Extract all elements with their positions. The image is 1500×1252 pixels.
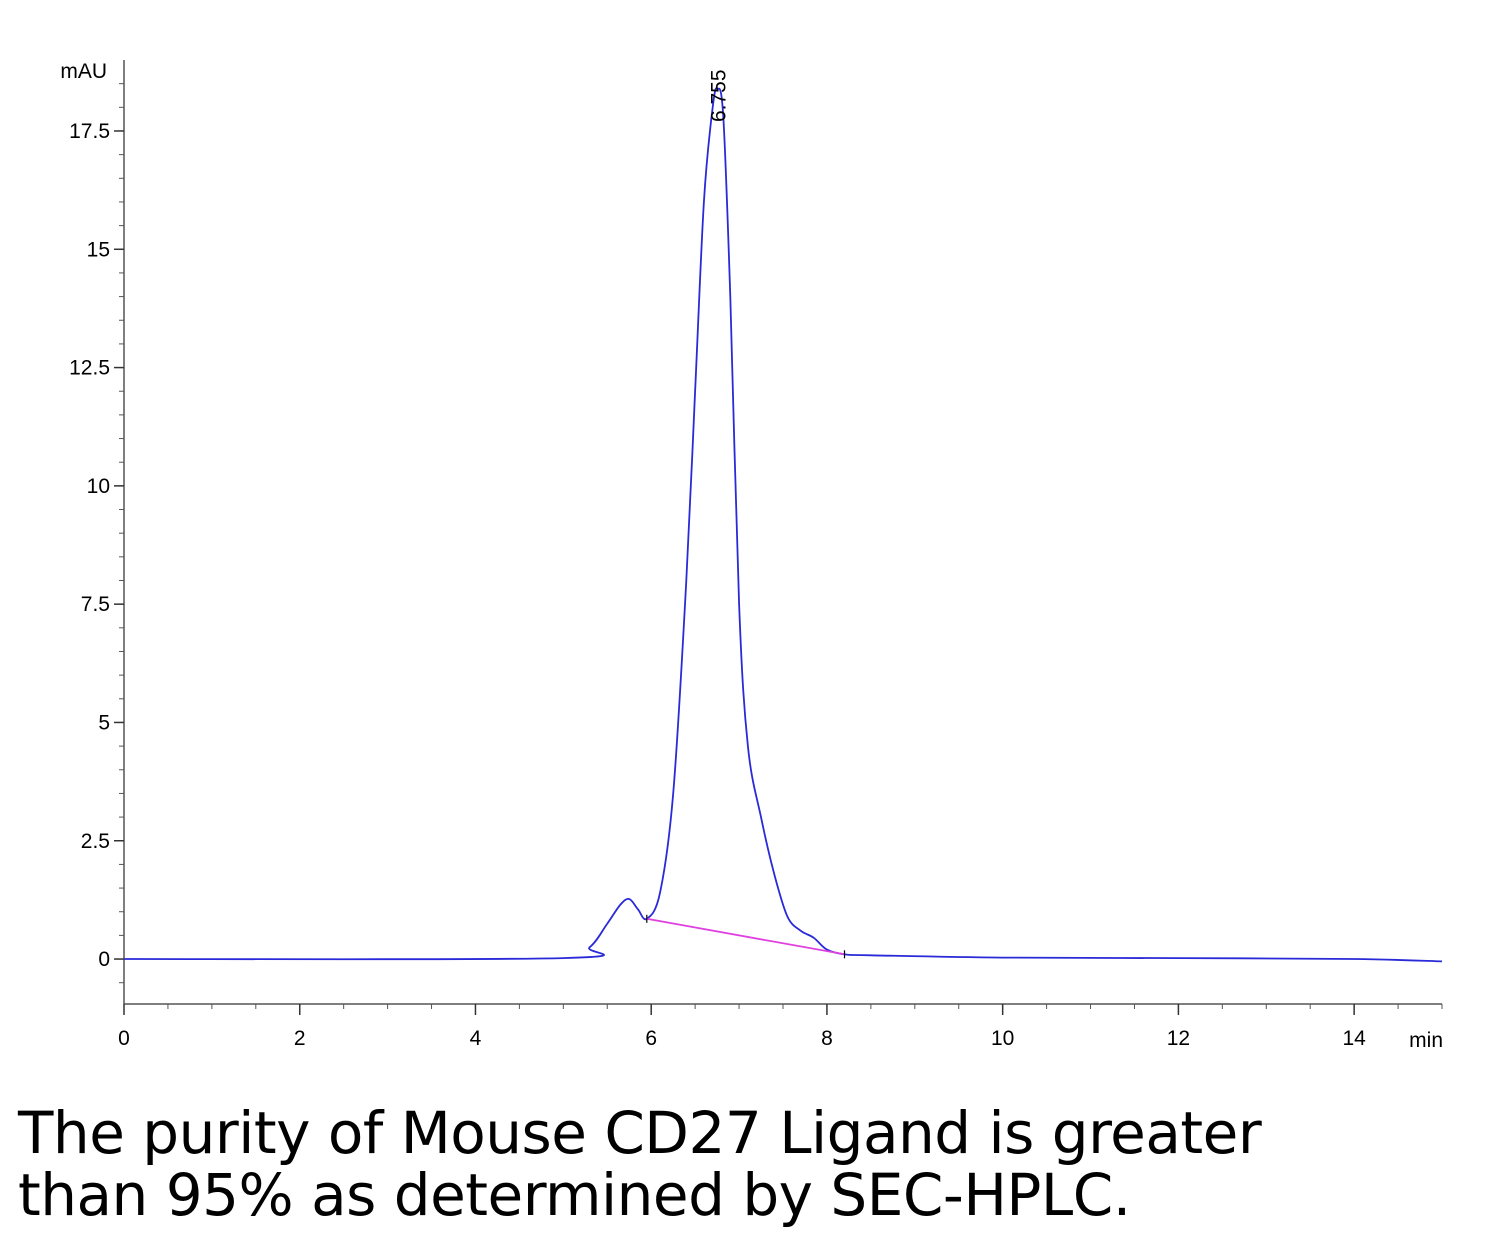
integration-baseline xyxy=(646,917,845,956)
y-tick-label: 15 xyxy=(87,238,110,261)
x-tick-label: 10 xyxy=(991,1027,1014,1050)
y-tick-label: 0 xyxy=(98,948,110,971)
y-tick-label: 10 xyxy=(87,475,110,498)
peak-retention-label: 6.755 xyxy=(708,69,731,122)
y-tick-label: 2.5 xyxy=(81,830,110,853)
plot-area: 6.755 xyxy=(123,69,1443,963)
chromatogram-chart: 0 2.5 5 7.5 10 12.5 15 17.5 0 2 4 6 8 10 12 14 6.755 mA… xyxy=(60,60,1443,1052)
caption-line-2: than 95% as determined by SEC-HPLC. xyxy=(18,1161,1131,1229)
x-tick-label: 6 xyxy=(645,1027,657,1050)
y-axis-label: mAU xyxy=(60,60,107,83)
y-tick-label: 7.5 xyxy=(81,593,110,616)
x-axis-label: min xyxy=(1409,1029,1443,1052)
y-tick-label: 17.5 xyxy=(69,120,110,143)
x-tick-label: 4 xyxy=(470,1027,482,1050)
x-tick-label: 8 xyxy=(821,1027,833,1050)
caption: The purity of Mouse CD27 Ligand is great… xyxy=(18,1102,1478,1226)
x-tick-label: 14 xyxy=(1342,1027,1366,1050)
y-tick-label: 12.5 xyxy=(69,357,110,380)
chromatogram-trace xyxy=(123,87,1443,963)
x-tick-label: 12 xyxy=(1167,1027,1190,1050)
caption-line-1: The purity of Mouse CD27 Ligand is great… xyxy=(18,1099,1262,1167)
axes: 0 2.5 5 7.5 10 12.5 15 17.5 0 2 4 6 8 10 12 14 xyxy=(69,60,1443,1050)
x-tick-label: 2 xyxy=(294,1027,306,1050)
x-tick-label: 0 xyxy=(118,1027,130,1050)
y-tick-label: 5 xyxy=(98,711,110,734)
